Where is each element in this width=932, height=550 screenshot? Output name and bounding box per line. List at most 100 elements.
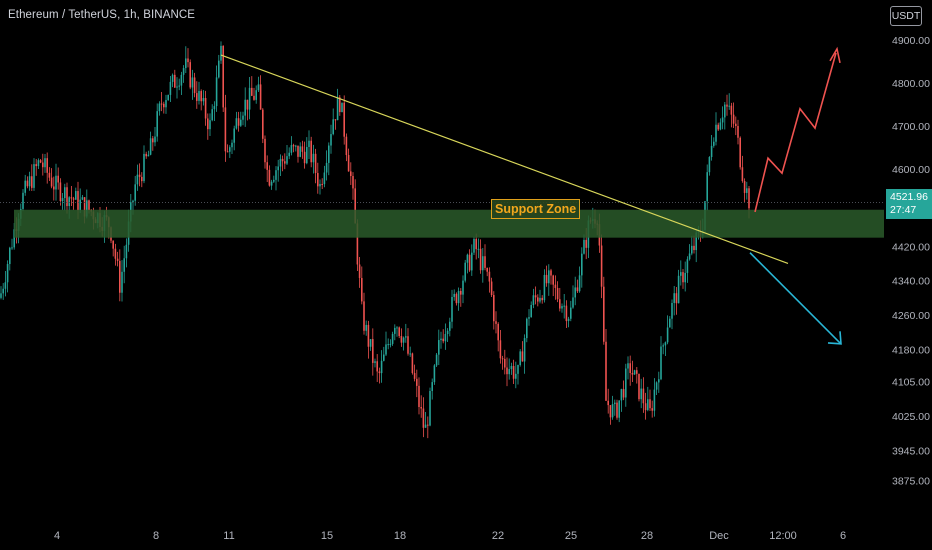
candle-body — [471, 252, 473, 271]
candle-body — [279, 158, 282, 167]
candle-body — [83, 197, 86, 217]
candle-body — [398, 327, 400, 337]
candle-body — [136, 174, 139, 185]
candle-body — [314, 153, 317, 174]
candle — [347, 148, 350, 172]
candle-body — [746, 188, 748, 193]
candle-body — [664, 342, 667, 346]
candle — [735, 116, 737, 136]
candle-body — [132, 200, 134, 203]
candle — [499, 330, 502, 364]
candle-body — [510, 366, 513, 370]
y-tick-label: 4700.00 — [892, 121, 930, 133]
candle — [303, 141, 306, 169]
candle — [741, 155, 744, 183]
candle — [644, 392, 647, 420]
candle-body — [218, 60, 220, 78]
candle-body — [209, 120, 211, 130]
candle-body — [706, 172, 708, 202]
candle — [442, 329, 444, 344]
candle-body — [607, 400, 609, 406]
bearish-projection-arrow[interactable] — [749, 252, 842, 345]
candle-body — [431, 382, 433, 391]
candle-body — [358, 264, 361, 278]
candle — [301, 140, 304, 159]
candle — [724, 101, 726, 130]
candle — [275, 166, 277, 191]
candle — [713, 137, 715, 148]
candle — [539, 289, 541, 304]
x-tick-label: 18 — [394, 530, 406, 542]
candle — [273, 175, 275, 184]
bull-arrow-head — [829, 46, 841, 64]
candle-body — [196, 93, 198, 101]
candle-body — [290, 145, 293, 153]
candle-body — [660, 346, 662, 380]
candle — [156, 103, 158, 142]
candle-body — [504, 358, 506, 368]
candle-body — [677, 275, 680, 304]
candle-body — [6, 264, 9, 283]
candle-body — [182, 68, 185, 75]
candle-body — [356, 223, 359, 265]
trendline[interactable] — [220, 54, 789, 265]
candle-body — [163, 103, 165, 108]
candle — [334, 119, 337, 130]
time-axis[interactable]: 4 8 11 15 18 22 25 28 Dec 12:00 6 — [54, 530, 846, 542]
candle — [715, 112, 717, 146]
candle — [435, 352, 438, 367]
candle — [402, 336, 405, 351]
bullish-projection-arrow[interactable] — [754, 46, 841, 213]
candle-body — [497, 323, 499, 341]
candle-body — [433, 365, 436, 383]
last-price-value: 4521.96 — [890, 191, 928, 203]
candle — [352, 172, 354, 200]
candle — [706, 164, 708, 211]
candle — [163, 101, 165, 114]
y-tick-label: 3945.00 — [892, 445, 930, 457]
candle — [611, 395, 614, 420]
candle-body — [119, 260, 121, 293]
candle — [125, 238, 128, 268]
price-axis[interactable]: 4900.00 4800.00 4700.00 4600.00 4420.00 4340.… — [892, 35, 930, 487]
candle-body — [422, 408, 425, 428]
candle — [730, 102, 733, 128]
candle — [26, 176, 29, 189]
candle — [673, 285, 675, 316]
candle-body — [451, 296, 453, 322]
candle — [224, 94, 227, 162]
candle-body — [611, 404, 614, 418]
candle — [182, 65, 185, 83]
candle-body — [482, 256, 484, 271]
candle-body — [380, 360, 383, 374]
candle — [4, 270, 7, 297]
candle-body — [671, 302, 673, 319]
candle — [319, 179, 321, 195]
candle — [255, 85, 257, 104]
candle-body — [724, 104, 726, 118]
candle — [523, 334, 526, 374]
y-tick-label: 4900.00 — [892, 35, 930, 47]
candle-body — [429, 390, 431, 426]
candle — [572, 285, 574, 309]
candle-body — [295, 145, 297, 147]
candle — [482, 248, 484, 283]
candle-body — [42, 162, 44, 168]
candle-body — [400, 336, 403, 343]
candle-body — [719, 122, 722, 130]
candle — [246, 99, 249, 121]
candle — [70, 186, 73, 206]
candle — [746, 181, 748, 200]
candle — [416, 369, 418, 398]
candle-body — [143, 153, 145, 182]
candle-body — [341, 102, 343, 113]
candle-body — [123, 258, 125, 272]
candle-body — [526, 318, 528, 339]
candle — [290, 136, 293, 156]
candle-body — [277, 166, 279, 171]
candle — [600, 234, 603, 299]
currency-button[interactable]: USDT — [890, 6, 922, 26]
candle — [622, 380, 625, 401]
candle — [253, 87, 255, 101]
